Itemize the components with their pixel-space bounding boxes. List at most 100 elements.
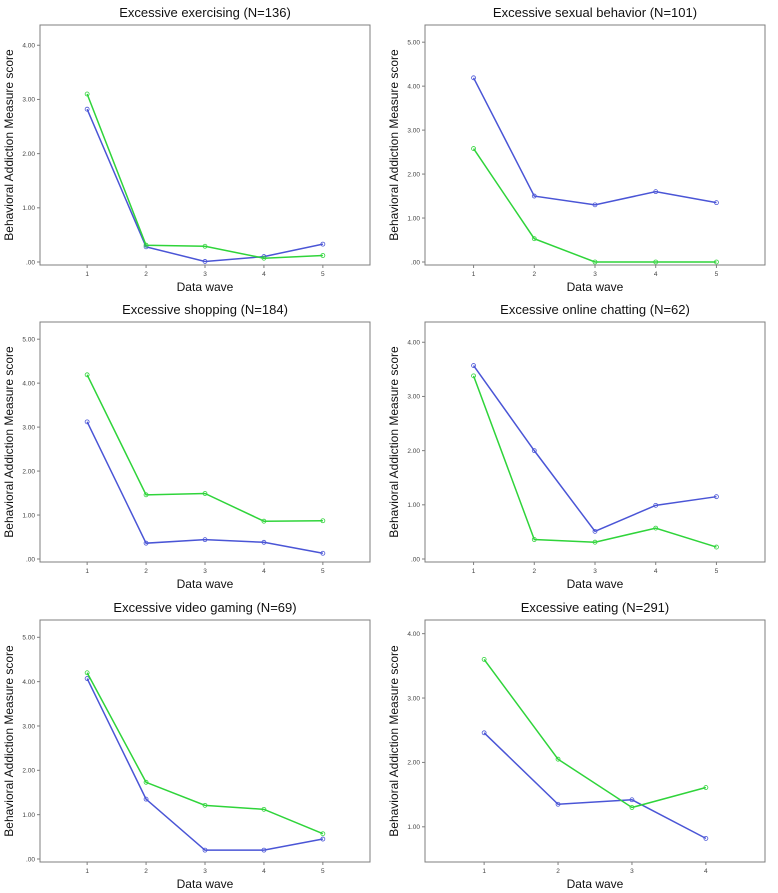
y-tick-label: .00	[26, 856, 35, 863]
data-point-green	[320, 518, 326, 524]
data-point-blue	[261, 847, 267, 853]
data-point-green	[653, 259, 659, 265]
y-tick-label: 3.00	[407, 695, 420, 702]
data-point-blue	[143, 796, 149, 802]
y-axis-label: Behavioral Addiction Measure score	[387, 49, 401, 241]
x-tick-label: 5	[321, 568, 325, 575]
x-tick-label: 2	[144, 568, 148, 575]
data-point-green	[202, 802, 208, 808]
x-tick-label: 3	[203, 568, 207, 575]
data-point-green	[592, 539, 598, 545]
y-tick-label: 4.00	[22, 380, 35, 387]
series-line-green	[472, 375, 717, 548]
x-tick-label: 4	[704, 868, 708, 875]
chart-panel-1: Excessive exercising (N=136) Behavioral A…	[0, 0, 389, 298]
x-tick-label: 2	[532, 271, 536, 278]
data-point-green	[261, 806, 267, 812]
series-line-green	[86, 93, 323, 259]
data-point-green	[714, 544, 719, 550]
y-tick-label: .00	[411, 556, 420, 563]
y-tick-label: 4.00	[407, 340, 420, 347]
data-point-green	[84, 91, 90, 97]
y-tick-label: .00	[26, 259, 35, 266]
x-tick-label: 3	[593, 568, 597, 575]
chart-title: Excessive shopping (N=184)	[122, 302, 288, 317]
x-tick-label: 3	[593, 271, 597, 278]
x-axis-label: Data wave	[177, 577, 234, 591]
data-point-green	[481, 657, 487, 662]
x-axis-label: Data wave	[567, 877, 624, 891]
x-axis-label: Data wave	[567, 280, 624, 294]
data-point-blue	[84, 106, 90, 112]
y-tick-label: 4.00	[22, 679, 35, 686]
y-tick-label: 4.00	[22, 43, 35, 50]
y-tick-label: 2.00	[22, 151, 35, 158]
y-tick-label: 2.00	[407, 760, 420, 767]
y-tick-label: 3.00	[22, 424, 35, 431]
chart-title: Excessive online chatting (N=62)	[500, 302, 690, 317]
y-axis-label: Behavioral Addiction Measure score	[387, 645, 401, 837]
y-tick-label: 3.00	[407, 394, 420, 401]
data-point-green	[202, 491, 208, 496]
y-axis-label: Behavioral Addiction Measure score	[2, 346, 16, 538]
y-tick-label: 1.00	[407, 215, 420, 222]
data-point-green	[531, 236, 537, 242]
plot-frame	[424, 24, 766, 266]
chart-svg: Excessive sexual behavior (N=101) Behavio…	[387, 5, 766, 294]
data-point-blue	[531, 448, 537, 454]
data-point-green	[143, 492, 149, 498]
y-tick-label: 2.00	[407, 171, 420, 178]
data-point-green	[531, 537, 537, 542]
x-tick-label: 1	[85, 271, 89, 278]
y-tick-label: 5.00	[407, 39, 420, 46]
series-line-blue	[86, 108, 324, 263]
data-point-green	[555, 756, 561, 762]
chart-title: Excessive eating (N=291)	[521, 600, 670, 615]
series-line-green	[86, 374, 323, 522]
y-tick-label: 2.00	[22, 768, 35, 775]
y-tick-label: 2.00	[22, 468, 35, 475]
plot-frame	[424, 619, 766, 863]
x-tick-label: 3	[630, 868, 634, 875]
y-tick-label: 3.00	[22, 97, 35, 104]
y-tick-label: 1.00	[407, 824, 420, 831]
data-point-blue	[653, 502, 659, 508]
data-point-blue	[320, 241, 326, 247]
data-point-blue	[555, 801, 561, 807]
y-tick-label: 4.00	[407, 631, 420, 638]
x-tick-label: 4	[654, 568, 658, 575]
chart-svg: Excessive eating (N=291) Behavioral Addic…	[387, 600, 766, 891]
data-point-blue	[261, 539, 267, 545]
y-tick-label: 3.00	[407, 127, 420, 134]
series-line-green	[86, 672, 324, 835]
data-point-green	[471, 373, 476, 379]
chart-title: Excessive exercising (N=136)	[119, 5, 291, 20]
data-point-blue	[320, 836, 326, 842]
y-tick-label: 1.00	[22, 512, 35, 519]
x-axis-label: Data wave	[177, 877, 234, 891]
chart-title: Excessive video gaming (N=69)	[113, 600, 296, 615]
x-tick-label: 4	[654, 271, 658, 278]
chart-svg: Excessive shopping (N=184) Behavioral Add…	[2, 302, 371, 591]
x-tick-label: 1	[482, 868, 486, 875]
data-point-green	[471, 146, 476, 151]
chart-title: Excessive sexual behavior (N=101)	[493, 5, 697, 20]
data-point-blue	[320, 550, 326, 556]
data-point-blue	[714, 494, 719, 500]
data-point-blue	[592, 202, 598, 208]
data-point-blue	[481, 730, 487, 736]
x-tick-label: 2	[532, 568, 536, 575]
data-point-blue	[143, 540, 149, 546]
x-tick-label: 2	[556, 868, 560, 875]
x-tick-label: 1	[472, 568, 476, 575]
series-line-blue	[472, 77, 717, 206]
y-tick-label: 1.00	[22, 812, 35, 819]
data-point-blue	[592, 528, 598, 534]
x-tick-label: 3	[203, 271, 207, 278]
x-tick-label: 1	[472, 271, 476, 278]
x-axis-label: Data wave	[177, 280, 234, 294]
series-line-blue	[86, 421, 323, 555]
data-point-blue	[629, 797, 635, 803]
x-tick-label: 5	[321, 271, 325, 278]
x-tick-label: 3	[203, 868, 207, 875]
